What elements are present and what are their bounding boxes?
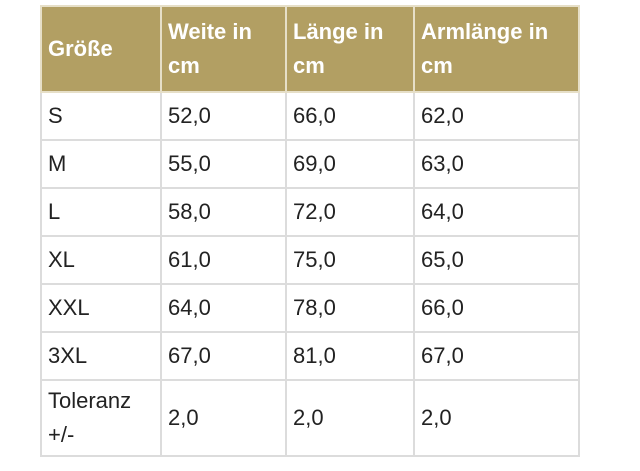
- value-cell: 72,0: [285, 187, 415, 237]
- table-row: M 55,0 69,0 63,0: [40, 139, 580, 189]
- table-row: Toleranz +/- 2,0 2,0 2,0: [40, 379, 580, 457]
- header-cell: Größe: [40, 5, 162, 93]
- value-cell: 78,0: [285, 283, 415, 333]
- value-cell: 75,0: [285, 235, 415, 285]
- value-cell: 62,0: [413, 91, 580, 141]
- value-cell: 63,0: [413, 139, 580, 189]
- table-body: S 52,0 66,0 62,0 M 55,0 69,0 63,0 L 58,0 72,0 64,0 X…: [40, 91, 580, 457]
- table-header: Größe Weite in cm Länge in cm Armlänge in c…: [40, 5, 580, 93]
- size-cell: XXL: [40, 283, 162, 333]
- value-cell: 66,0: [285, 91, 415, 141]
- table-row: XXL 64,0 78,0 66,0: [40, 283, 580, 333]
- header-cell: Länge in cm: [285, 5, 415, 93]
- table-row: 3XL 67,0 81,0 67,0: [40, 331, 580, 381]
- header-cell: Armlänge in cm: [413, 5, 580, 93]
- value-cell: 58,0: [160, 187, 287, 237]
- table-row: S 52,0 66,0 62,0: [40, 91, 580, 141]
- size-cell: M: [40, 139, 162, 189]
- value-cell: 81,0: [285, 331, 415, 381]
- value-cell: 69,0: [285, 139, 415, 189]
- value-cell: 55,0: [160, 139, 287, 189]
- size-cell: Toleranz +/-: [40, 379, 162, 457]
- value-cell: 2,0: [413, 379, 580, 457]
- value-cell: 64,0: [160, 283, 287, 333]
- value-cell: 2,0: [285, 379, 415, 457]
- value-cell: 61,0: [160, 235, 287, 285]
- value-cell: 67,0: [160, 331, 287, 381]
- value-cell: 67,0: [413, 331, 580, 381]
- size-cell: 3XL: [40, 331, 162, 381]
- value-cell: 52,0: [160, 91, 287, 141]
- header-cell: Weite in cm: [160, 5, 287, 93]
- value-cell: 65,0: [413, 235, 580, 285]
- table-row: L 58,0 72,0 64,0: [40, 187, 580, 237]
- value-cell: 2,0: [160, 379, 287, 457]
- size-cell: L: [40, 187, 162, 237]
- value-cell: 64,0: [413, 187, 580, 237]
- size-cell: XL: [40, 235, 162, 285]
- value-cell: 66,0: [413, 283, 580, 333]
- header-row: Größe Weite in cm Länge in cm Armlänge in c…: [40, 5, 580, 93]
- size-table: Größe Weite in cm Länge in cm Armlänge in c…: [40, 5, 580, 457]
- size-cell: S: [40, 91, 162, 141]
- table-row: XL 61,0 75,0 65,0: [40, 235, 580, 285]
